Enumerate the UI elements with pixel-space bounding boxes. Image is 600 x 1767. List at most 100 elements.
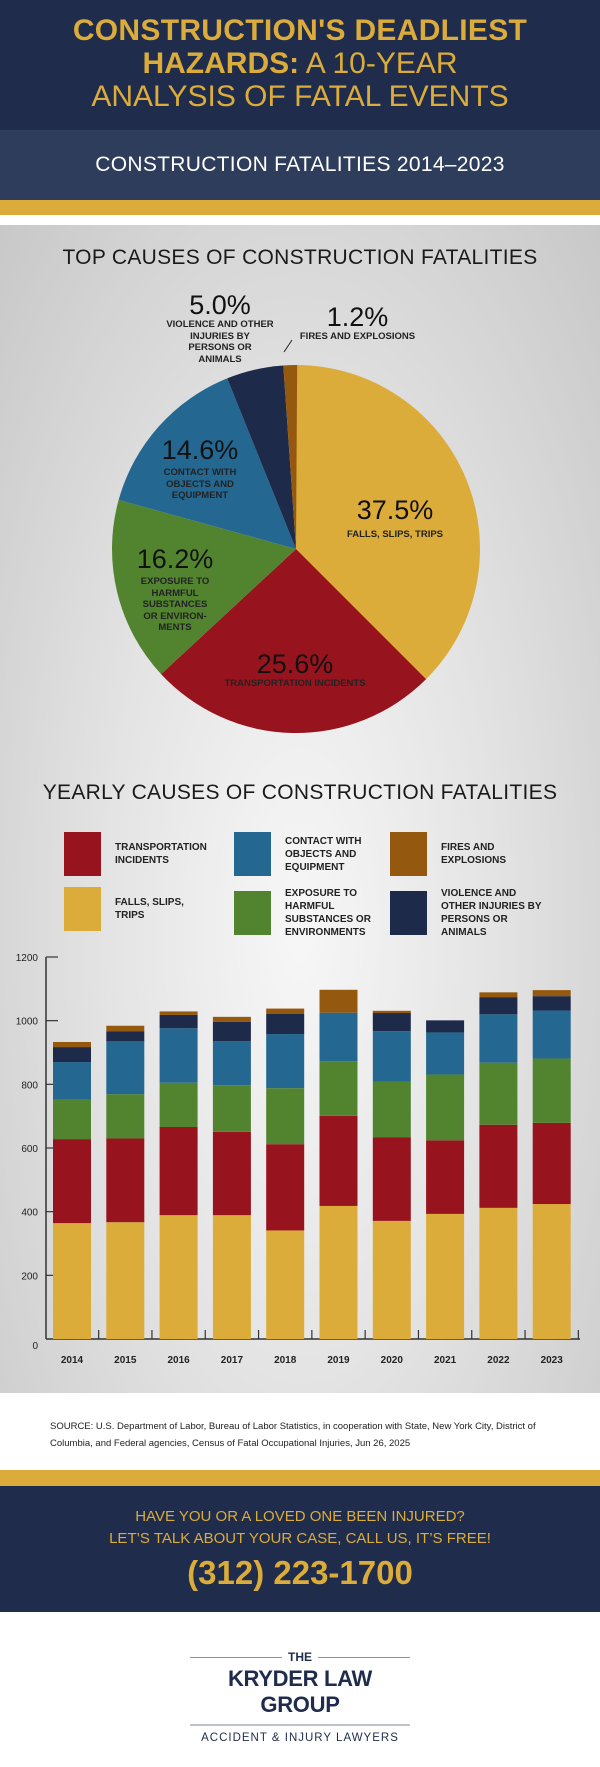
- legend-label: FALLS, SLIPS, TRIPS: [115, 897, 184, 921]
- bar-contact-2021: [426, 1032, 465, 1075]
- bar-violence-2017: [212, 1021, 251, 1042]
- pie-slice-transportation: [161, 549, 427, 733]
- logo-name: KRYDER LAW GROUP: [227, 1666, 373, 1717]
- bar-exposure-2023: [532, 1058, 571, 1123]
- cta-line-1: HAVE YOU OR A LOVED ONE BEEN INJURED?: [135, 1508, 465, 1525]
- bar-falls-2022: [479, 1207, 518, 1339]
- bar-contact-2022: [479, 1014, 518, 1063]
- bar-exposure-2015: [106, 1094, 145, 1139]
- pie-slice-violence: [227, 365, 296, 549]
- logo-divider: [190, 1724, 410, 1726]
- legend-label: EXPOSURE TO HARMFUL SUBSTANCES OR ENVIRO…: [285, 888, 371, 938]
- bar-falls-2016: [159, 1215, 198, 1339]
- bar-chart: 0 200 400 600 800 1000 1200 2014 2015 2016 2017 201…: [16, 953, 580, 1366]
- bar-fires-2016: [159, 1011, 198, 1015]
- bar-contact-2020: [372, 1031, 411, 1082]
- header: CONSTRUCTION'S DEADLIEST HAZARDS: A 10-Y…: [0, 0, 600, 130]
- bar-transportation-2020: [372, 1137, 411, 1221]
- gold-divider-bottom: [0, 1470, 600, 1486]
- bar-fires-2015: [106, 1025, 145, 1032]
- pie-chart: [111, 339, 480, 733]
- x-tick-label: 2023: [541, 1355, 564, 1366]
- x-tick-label: 2019: [327, 1355, 350, 1366]
- bar-violence-2014: [53, 1047, 91, 1063]
- legend-item-fires: FIRES AND EXPLOSIONS: [390, 832, 551, 876]
- pie-text: CONTACT WITH OBJECTS AND EQUIPMENT: [163, 467, 237, 501]
- phone-number[interactable]: (312) 223-1700: [187, 1554, 413, 1591]
- bar-exposure-2022: [479, 1062, 518, 1125]
- bar-transportation-2017: [212, 1131, 251, 1216]
- bar-violence-2016: [159, 1014, 198, 1029]
- pie-label-contact: 14.6% CONTACT WITH OBJECTS AND EQUIPMENT: [155, 436, 245, 502]
- y-tick-label: 400: [21, 1208, 38, 1219]
- pie-slice-exposure: [111, 499, 296, 675]
- legend-swatch: [234, 891, 271, 935]
- bar-title: YEARLY CAUSES OF CONSTRUCTION FATALITIES: [42, 781, 558, 804]
- bar-contact-2016: [159, 1028, 198, 1083]
- bar-falls-2021: [426, 1213, 465, 1339]
- bar-exposure-2021: [426, 1074, 465, 1141]
- legend-item-falls: FALLS, SLIPS, TRIPS: [64, 887, 215, 931]
- bar-exposure-2020: [372, 1081, 411, 1138]
- bar-transportation-2023: [532, 1122, 571, 1205]
- pie-pct: 1.2%: [326, 302, 389, 332]
- bar-falls-2023: [532, 1204, 571, 1339]
- logo: THE KRYDER LAW GROUP ACCIDENT & INJURY L…: [190, 1650, 410, 1744]
- bar-falls-2019: [319, 1205, 358, 1339]
- bar-falls-2017: [212, 1215, 251, 1339]
- legend-label: VIOLENCE AND OTHER INJURIES BY PERSONS O…: [441, 888, 542, 938]
- bar-fires-2023: [532, 990, 571, 997]
- pie-label-exposure: 16.2% EXPOSURE TO HARMFUL SUBSTANCES OR …: [135, 545, 215, 634]
- y-tick-label: 800: [21, 1080, 38, 1091]
- bar-falls-2020: [372, 1220, 411, 1339]
- bar-fires-2014: [53, 1041, 91, 1048]
- y-tick-label: 1200: [16, 953, 39, 964]
- bar-transportation-2022: [479, 1124, 518, 1208]
- legend-label: CONTACT WITH OBJECTS AND EQUIPMENT: [285, 835, 362, 873]
- x-tick-label: 2021: [434, 1355, 457, 1366]
- pie-label-transportation: 25.6% TRANSPORTATION INCIDENTS: [200, 650, 390, 690]
- pie-text: VIOLENCE AND OTHER INJURIES BY PERSONS O…: [166, 319, 274, 365]
- x-tick-label: 2017: [221, 1355, 244, 1366]
- bar-violence-2022: [479, 997, 518, 1015]
- title-rest: A 10-YEAR: [299, 47, 458, 80]
- logo-tagline: ACCIDENT & INJURY LAWYERS: [201, 1732, 399, 1744]
- bar-violence-2018: [266, 1013, 305, 1035]
- pie-pct: 37.5%: [356, 495, 434, 525]
- legend-swatch: [390, 832, 427, 876]
- x-tick-label: 2018: [274, 1355, 297, 1366]
- legend-label: FIRES AND EXPLOSIONS: [441, 842, 507, 866]
- pie-text: EXPOSURE TO HARMFUL SUBSTANCES OR ENVIRO…: [140, 576, 210, 633]
- legend-swatch: [234, 832, 271, 876]
- source-note: SOURCE: U.S. Department of Labor, Bureau…: [50, 1421, 536, 1449]
- pie-slice-fires: [283, 365, 298, 549]
- bar-violence-2023: [532, 996, 571, 1011]
- bar-contact-2017: [212, 1041, 251, 1086]
- title-bold: HAZARDS:: [142, 47, 300, 80]
- pie-label-fires: 1.2% FIRES AND EXPLOSIONS: [290, 303, 425, 343]
- call-to-action: HAVE YOU OR A LOVED ONE BEEN INJURED? LE…: [0, 1486, 600, 1612]
- bar-contact-2023: [532, 1010, 571, 1059]
- bar-fires-2022: [479, 992, 518, 998]
- pie-text: TRANSPORTATION INCIDENTS: [224, 678, 366, 689]
- pie-slice-contact: [118, 378, 297, 549]
- bar-contact-2019: [319, 1012, 358, 1062]
- bar-fires-2017: [212, 1016, 251, 1022]
- pie-title: TOP CAUSES OF CONSTRUCTION FATALITIES: [62, 246, 538, 269]
- title-line-3: ANALYSIS OF FATAL EVENTS: [91, 80, 509, 113]
- legend-swatch: [64, 832, 101, 876]
- bar-fires-2018: [266, 1008, 305, 1014]
- pie-text: FALLS, SLIPS, TRIPS: [346, 529, 444, 540]
- legend-label: TRANSPORTATION INCIDENTS: [115, 842, 207, 866]
- cta-line-2: LET’S TALK ABOUT YOUR CASE, CALL US, IT’…: [109, 1530, 491, 1547]
- bar-violence-2020: [372, 1013, 411, 1032]
- bar-contact-2018: [266, 1034, 305, 1089]
- pie-label-violence: 5.0% VIOLENCE AND OTHER INJURIES BY PERS…: [160, 291, 280, 365]
- bar-exposure-2019: [319, 1061, 358, 1116]
- bar-transportation-2016: [159, 1126, 198, 1216]
- bar-violence-2015: [106, 1031, 145, 1042]
- bar-exposure-2017: [212, 1085, 251, 1132]
- title-line-1: CONSTRUCTION'S DEADLIEST: [72, 14, 528, 47]
- bar-exposure-2014: [53, 1099, 91, 1140]
- subtitle: CONSTRUCTION FATALITIES 2014–2023: [0, 130, 600, 200]
